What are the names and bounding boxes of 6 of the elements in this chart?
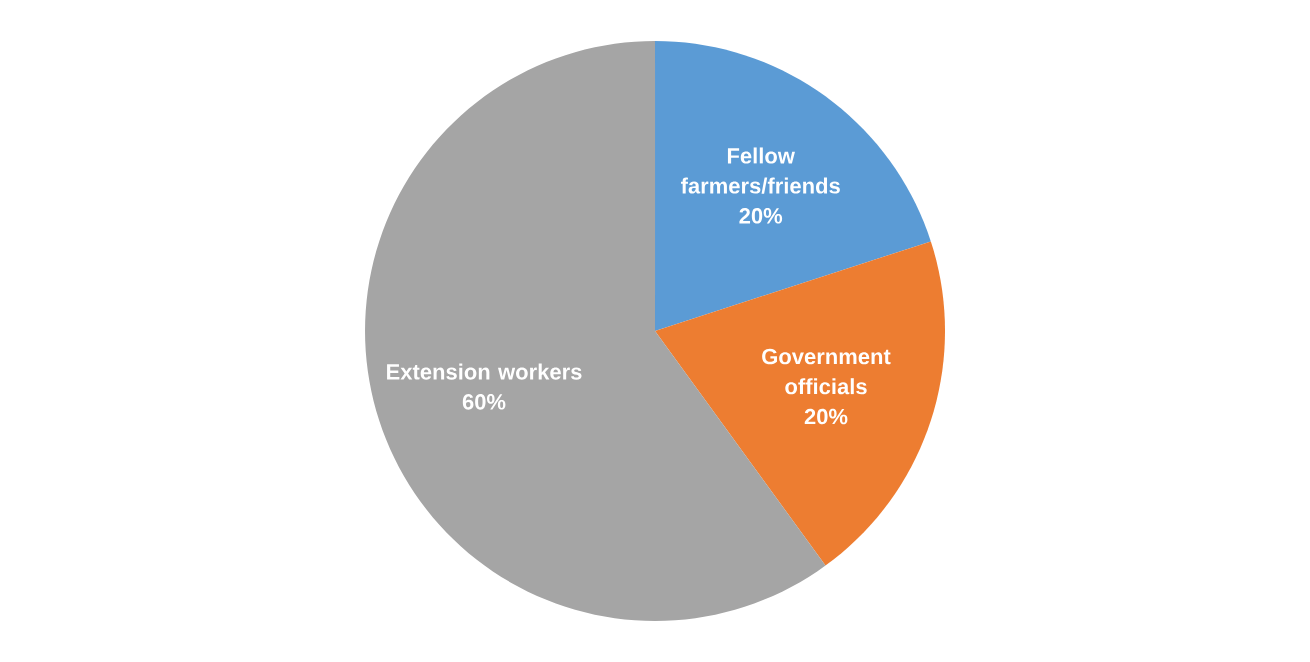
slice-label: Extension workers (387, 363, 582, 380)
data-label: 20% (739, 208, 783, 224)
data-label: 60% (462, 394, 506, 410)
slice-label: Government officials (762, 348, 891, 395)
data-label: 20% (804, 408, 848, 425)
slice-label: Fellow farmers/friends (680, 147, 840, 194)
